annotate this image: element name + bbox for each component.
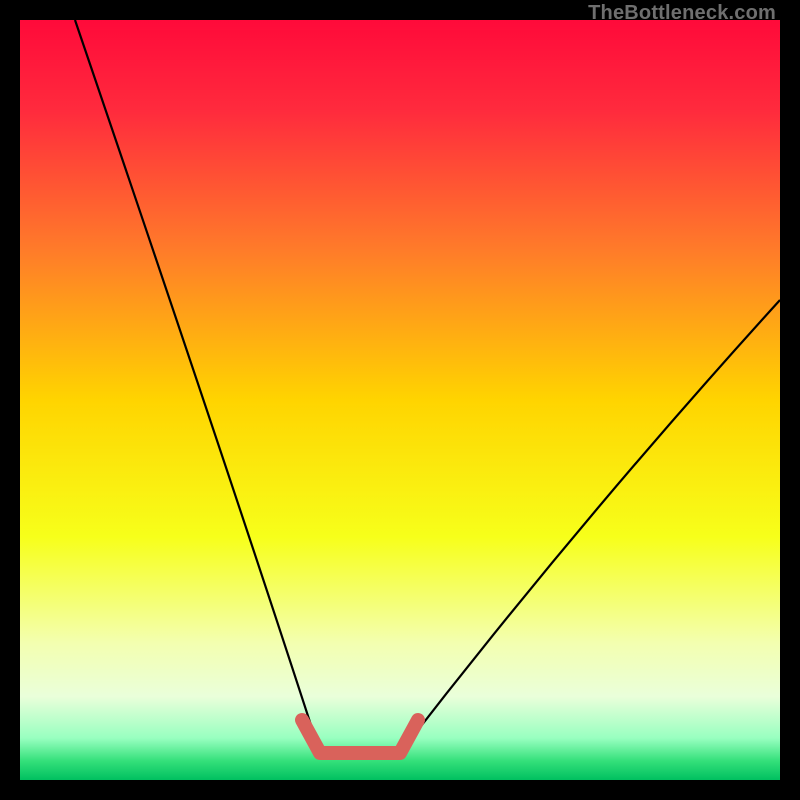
gradient-background — [20, 20, 780, 780]
bottleneck-chart — [20, 20, 780, 780]
chart-frame: TheBottleneck.com — [0, 0, 800, 800]
